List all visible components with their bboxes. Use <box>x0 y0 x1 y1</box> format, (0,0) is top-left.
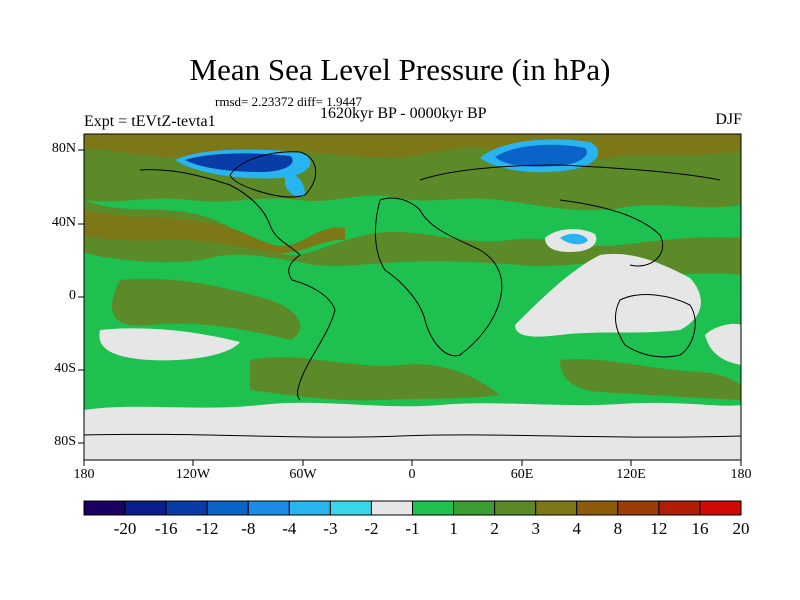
colorbar-swatch-1 <box>124 500 167 516</box>
colorbar-swatch-13 <box>617 500 660 516</box>
region-southern-olive <box>250 357 500 401</box>
lat-label-80s: 80S <box>54 434 76 449</box>
colorbar-label: -16 <box>154 519 178 538</box>
colorbar-swatch-15 <box>699 500 742 516</box>
stats-label: rmsd= 2.23372 diff= 1.9447 <box>215 94 362 109</box>
colorbar-swatch-11 <box>535 500 578 516</box>
colorbar-swatch-5 <box>288 500 331 516</box>
coastlines <box>84 151 741 438</box>
colorbar-label: -4 <box>282 519 297 538</box>
lon-label-60e: 60E <box>510 467 534 482</box>
colorbar-label: 4 <box>572 519 582 538</box>
chart-title: Mean Sea Level Pressure (in hPa) <box>189 52 611 87</box>
colorbar-label: 2 <box>490 519 499 538</box>
lon-ticks <box>83 460 742 466</box>
colorbar-label: 16 <box>691 519 709 538</box>
lon-label-180e: 180 <box>730 467 752 482</box>
colorbar-swatch-7 <box>370 500 413 516</box>
colorbar-label: -8 <box>241 519 256 538</box>
lon-label-120w: 120W <box>175 467 211 482</box>
region-australia-east-grey <box>705 323 741 365</box>
colorbar-swatch-2 <box>165 500 208 516</box>
region-subtropics-brown <box>84 210 345 254</box>
colorbar-label: 20 <box>732 519 750 538</box>
lon-label-60w: 60W <box>289 467 317 482</box>
colorbar-label: 8 <box>613 519 623 538</box>
lat-label-80n: 80N <box>51 141 76 156</box>
lat-label-40n: 40N <box>51 215 76 230</box>
lat-ticks <box>78 149 84 444</box>
lon-label-120e: 120E <box>616 467 646 482</box>
colorbar-label: -2 <box>364 519 379 538</box>
colorbar-label: 1 <box>449 519 458 538</box>
lon-label-180w: 180 <box>73 467 95 482</box>
colorbar-label: -1 <box>405 519 420 538</box>
region-pacific-olive <box>111 278 301 340</box>
colorbar-swatch-0 <box>83 500 126 516</box>
colorbar-swatch-3 <box>206 500 249 516</box>
colorbar-label: -20 <box>113 519 137 538</box>
lat-label-40s: 40S <box>54 361 76 376</box>
region-arabia-light-blue <box>560 233 588 245</box>
experiment-label: Expt = tEVtZ-tevta1 <box>84 113 216 130</box>
colorbar-swatch-4 <box>247 500 290 516</box>
colorbar-swatch-9 <box>453 500 496 516</box>
lat-label-0: 0 <box>69 288 76 303</box>
region-southern-ocean-grey <box>84 402 741 460</box>
lon-label-0: 0 <box>408 467 416 482</box>
region-greenland-blue <box>185 153 293 172</box>
colorbar-label: 3 <box>531 519 540 538</box>
colorbar-swatch-6 <box>329 500 372 516</box>
region-indian-olive <box>560 358 741 400</box>
colorbar-swatch-14 <box>658 500 701 516</box>
period-label: 1620kyr BP - 0000kyr BP <box>320 105 487 122</box>
region-hudson-light-blue <box>285 174 305 198</box>
colorbar-label: 12 <box>650 519 668 538</box>
colorbar-label: -3 <box>323 519 338 538</box>
region-nh-midlat-olive <box>84 200 741 275</box>
colorbar-label: -12 <box>195 519 219 538</box>
region-indian-ocean-grey <box>515 253 701 337</box>
region-south-pacific-grey <box>99 328 240 361</box>
colorbar-swatch-10 <box>494 500 537 516</box>
colorbar-swatch-8 <box>412 500 455 516</box>
colorbar-swatch-12 <box>576 500 619 516</box>
season-label: DJF <box>715 111 742 128</box>
region-siberia-blue <box>495 144 587 167</box>
